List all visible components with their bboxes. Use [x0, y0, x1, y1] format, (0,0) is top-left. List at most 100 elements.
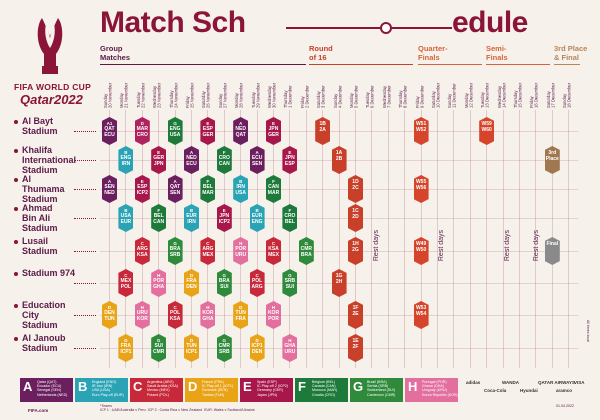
match-team-2: SRB — [219, 349, 230, 355]
match-badge[interactable]: C POL KSA — [167, 301, 183, 329]
match-badge[interactable]: F CAN MAR — [266, 175, 281, 203]
match-badge[interactable]: W55 W56 — [413, 175, 429, 203]
match-badge[interactable]: G CMR BRA — [298, 237, 314, 265]
match-badge[interactable]: F CRO BEL — [282, 204, 298, 232]
match-badge[interactable]: B ENG IRN — [118, 146, 134, 174]
match-group-code: H — [288, 338, 292, 343]
match-badge[interactable]: B EUR ENG — [249, 204, 265, 232]
match-badge[interactable]: E JPN ESP — [282, 146, 298, 174]
match-badge[interactable]: D MAR CRO — [134, 117, 150, 145]
date-header-cell: Wednesday 7 December — [381, 85, 392, 108]
match-badge[interactable]: B IRN USA — [233, 175, 249, 203]
match-badge[interactable]: W51 W52 — [413, 117, 429, 145]
match-team-1: NED — [186, 155, 197, 161]
match-badge[interactable]: F BEL MAR — [200, 175, 216, 203]
match-team-2: ICP2 — [136, 190, 148, 196]
stadium-row-line — [100, 348, 578, 349]
match-badge[interactable]: H GHA URU — [282, 334, 298, 362]
match-badge[interactable]: 1E 2F — [348, 334, 363, 362]
match-badge[interactable]: C ARG MEX — [200, 237, 216, 265]
group-teams: Portugal (POR) Ghana (GHA) Uruguay (URU)… — [422, 380, 458, 397]
match-badge[interactable]: E JPN ICP2 — [216, 204, 232, 232]
match-badge[interactable]: C MEX POL — [118, 269, 134, 297]
match-badge[interactable]: 1B 2A — [315, 117, 331, 145]
match-team-2: POL — [120, 284, 132, 290]
match-badge[interactable]: A NED QAT — [233, 117, 249, 145]
match-badge[interactable]: 1H 2G — [348, 237, 363, 265]
match-badge[interactable]: A QAT SEN — [167, 175, 183, 203]
match-badge[interactable]: W59 W60 — [479, 117, 495, 145]
match-badge[interactable]: C ARG KSA — [134, 237, 150, 265]
match-badge[interactable]: C KSA MEX — [266, 237, 281, 265]
match-team-1: GHA — [284, 343, 296, 349]
date-header-cell: Thursday 1 December — [283, 85, 293, 108]
match-team-1: EUR — [251, 213, 263, 219]
match-group-code: H — [239, 241, 243, 246]
group-legend-card: G Brazil (BRA) Serbia (SRB) Switzerland (… — [350, 378, 403, 402]
match-badge[interactable]: G BRA SUI — [216, 269, 232, 297]
match-team-2: EUR — [120, 219, 132, 225]
match-badge[interactable]: A SEN NED — [102, 175, 117, 203]
stage-line-final — [554, 64, 580, 65]
match-group-code: F — [288, 208, 292, 213]
match-badge[interactable]: F CRO CAN — [216, 146, 232, 174]
match-badge[interactable]: A ECU SEN — [249, 146, 265, 174]
date-header-cell: Monday 5 December — [349, 85, 359, 108]
match-badge[interactable]: D TUN ICP1 — [184, 334, 199, 362]
match-badge[interactable]: B EUR IRN — [184, 204, 199, 232]
match-badge[interactable]: E GER JPN — [151, 146, 167, 174]
match-badge[interactable]: A1 QAT ECU — [102, 117, 117, 145]
stage-line-group — [100, 64, 306, 65]
match-badge[interactable]: E ESP GER — [200, 117, 216, 145]
match-badge[interactable]: 1C 2D — [348, 204, 363, 232]
date-header-cell: Tuesday 6 December — [365, 85, 375, 108]
match-badge[interactable]: 1D 2C — [348, 175, 363, 203]
match-group-code: A — [189, 150, 194, 155]
date-header-cell: Thursday 8 December — [398, 85, 408, 108]
match-badge[interactable]: G SUI CMR — [151, 334, 167, 362]
match-group-code: B — [124, 150, 128, 155]
group-teams: England (ENG) IR Iran (IRN) USA (USA) Eu… — [92, 380, 124, 397]
group-letter: H — [408, 379, 418, 394]
match-group-code: G — [222, 338, 227, 343]
match-badge[interactable]: D TUN FRA — [233, 301, 249, 329]
match-badge[interactable]: C POL ARG — [249, 269, 265, 297]
match-badge[interactable]: W53 W54 — [413, 301, 429, 329]
match-badge[interactable]: G BRA SRB — [167, 237, 183, 265]
match-badge[interactable]: E ESP ICP2 — [134, 175, 150, 203]
match-badge[interactable]: W49 W50 — [413, 237, 429, 265]
match-badge[interactable]: B USA EUR — [118, 204, 134, 232]
match-badge[interactable]: Final — [544, 237, 560, 265]
match-badge[interactable]: G SRB SUI — [282, 269, 298, 297]
match-badge[interactable]: H POR GHA — [151, 269, 167, 297]
group-letter: D — [188, 379, 198, 394]
match-badge[interactable]: 1F 2E — [348, 301, 363, 329]
match-badge[interactable]: F BEL CAN — [151, 204, 167, 232]
group-legend-card: C Argentina (ARG) Saudi Arabia (KSA) Mexi… — [130, 378, 183, 402]
match-badge[interactable]: D DEN TUN — [102, 301, 117, 329]
match-group-code: D — [239, 305, 243, 310]
match-badge[interactable]: H URU KOR — [134, 301, 150, 329]
match-team-2: 2A — [319, 127, 326, 133]
match-team-1: ICP1 — [251, 343, 263, 349]
match-badge[interactable]: E JPN GER — [266, 117, 281, 145]
match-badge[interactable]: 1G 2H — [331, 269, 347, 297]
match-badge[interactable]: D ICP1 DEN — [249, 334, 265, 362]
match-badge[interactable]: D FRA DEN — [184, 269, 199, 297]
match-badge[interactable]: A NED ECU — [184, 146, 199, 174]
match-badge[interactable]: D FRA ICP1 — [118, 334, 134, 362]
match-badge[interactable]: G CMR SRB — [216, 334, 232, 362]
match-team-1: BRA — [169, 246, 181, 252]
match-badge[interactable]: H KOR POR — [266, 301, 281, 329]
match-team-1: USA — [120, 213, 132, 219]
match-badge[interactable]: H POR URU — [233, 237, 249, 265]
match-badge[interactable]: H KOR GHA — [200, 301, 216, 329]
date-header-cell: Friday 16 December — [529, 82, 539, 108]
date-column-line — [109, 110, 110, 368]
match-badge[interactable]: 3rd Place — [544, 146, 560, 174]
match-badge[interactable]: 1A 2B — [331, 146, 347, 174]
match-badge[interactable]: G ENG USA — [167, 117, 183, 145]
match-group-code: E — [157, 150, 161, 155]
match-team-2: W60 — [481, 127, 492, 133]
group-legend-card: D France (FRA) IC Play-off 1 (ICP1) Denma… — [185, 378, 238, 402]
